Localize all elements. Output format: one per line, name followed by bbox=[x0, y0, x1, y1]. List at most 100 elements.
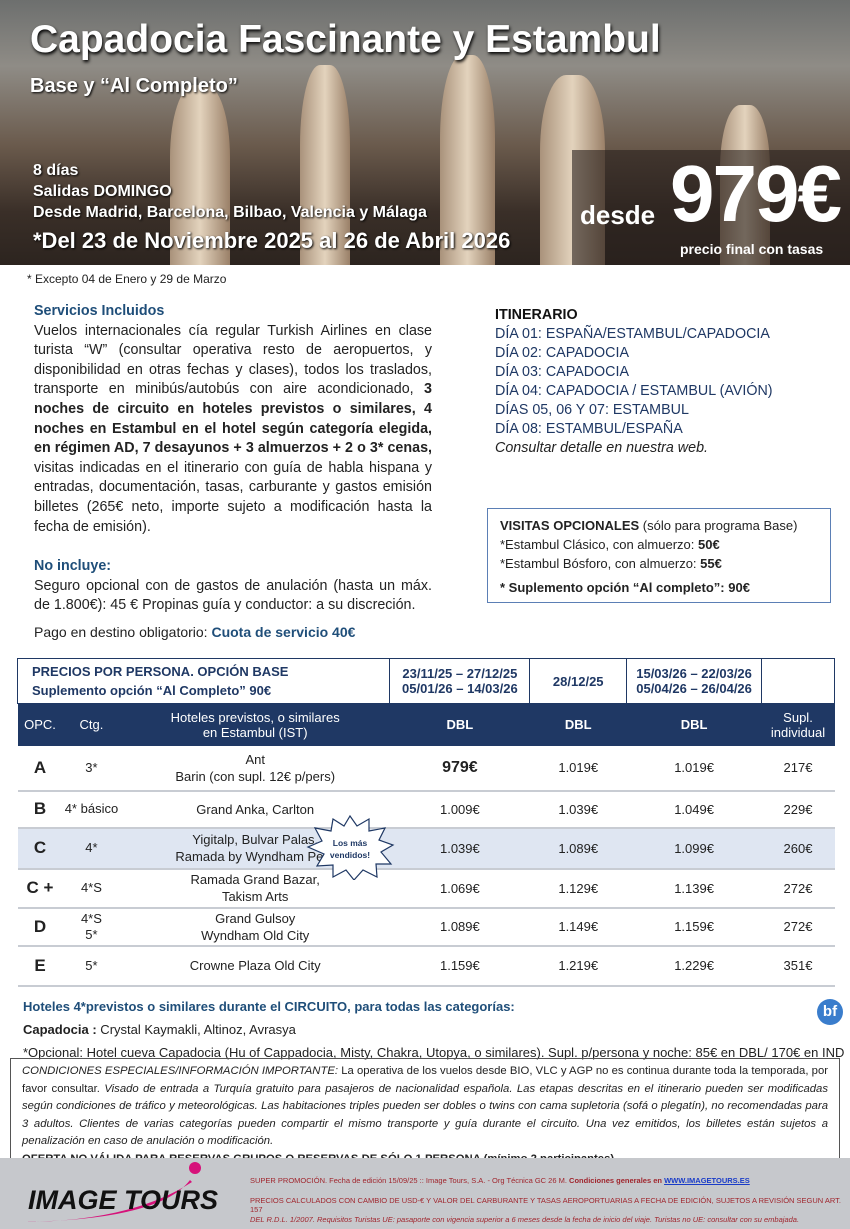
departures: Salidas DOMINGO bbox=[33, 183, 172, 200]
hotel-line: Barin (con supl. 12€ p/pers) bbox=[175, 768, 336, 784]
table-title: PRECIOS POR PERSONA. OPCIÓN BASE Suplemen… bbox=[16, 658, 391, 704]
price-period-2: 1.219€ bbox=[529, 945, 627, 987]
hotels: Ramada Grand Bazar, Takism Arts bbox=[120, 868, 390, 909]
period-line: 15/03/26 – 22/03/26 bbox=[636, 666, 752, 681]
period-2: 28/12/25 bbox=[529, 658, 628, 704]
col-opc: OPC. bbox=[17, 703, 63, 746]
table-row: D 4*S 5* Grand Gulsoy Wyndham Old City 1.… bbox=[17, 907, 835, 947]
period-3: 15/03/26 – 22/03/26 05/04/26 – 26/04/26 bbox=[626, 658, 762, 704]
badge-text: vendidos! bbox=[330, 850, 370, 860]
price-period-1: 1.009€ bbox=[389, 790, 530, 829]
hotels: Crowne Plaza Old City bbox=[120, 945, 390, 987]
website-link[interactable]: WWW.IMAGETOURS.ES bbox=[664, 1176, 750, 1185]
category: 4* básico bbox=[62, 790, 121, 829]
single-supplement: 217€ bbox=[761, 745, 835, 792]
period-line: 23/11/25 – 27/12/25 bbox=[402, 666, 518, 681]
category: 3* bbox=[62, 745, 121, 792]
conditions-label: CONDICIONES ESPECIALES/INFORMACIÓN IMPOR… bbox=[22, 1065, 339, 1077]
visit-1-price: 50€ bbox=[697, 537, 720, 552]
cappadocia-hotels: Crystal Kaymakli, Altinoz, Avrasya bbox=[96, 1022, 296, 1037]
table-title-1: PRECIOS POR PERSONA. OPCIÓN BASE bbox=[32, 664, 289, 679]
category: 5* bbox=[62, 945, 121, 987]
bf-logo: bf bbox=[817, 999, 843, 1025]
hotel-line: Wyndham Old City bbox=[201, 927, 310, 943]
option-code: B bbox=[17, 790, 63, 829]
footer bbox=[0, 1158, 850, 1229]
visit-1: *Estambul Clásico, con almuerzo: bbox=[500, 537, 698, 552]
services-text: Vuelos internacionales cía regular Turki… bbox=[34, 322, 432, 538]
services-title: Servicios Incluidos bbox=[34, 303, 165, 319]
price-period-3: 1.159€ bbox=[626, 907, 762, 947]
conditions-text: La operativa de los vuelos desde BIO, VL… bbox=[22, 1065, 828, 1095]
price-period-1: 1.039€ bbox=[389, 827, 530, 870]
image-tours-logo: IMAGE TOURS bbox=[28, 1185, 219, 1215]
option-code: D bbox=[17, 907, 63, 947]
table-row: E 5* Crowne Plaza Old City 1.159€ 1.219€… bbox=[17, 945, 835, 987]
bestseller-badge: Los más vendidos! bbox=[306, 814, 395, 880]
price-period-1: 1.069€ bbox=[389, 868, 530, 909]
services-text-2: visitas indicadas en el itinerario con g… bbox=[34, 459, 432, 535]
itinerary-day: DÍA 04: CAPADOCIA / ESTAMBUL (AVIÓN) bbox=[495, 383, 773, 399]
hotel-line: Yigitalp, Bulvar Palas, bbox=[192, 832, 319, 847]
col-ctg: Ctg. bbox=[62, 703, 121, 746]
table-header-row: OPC. Ctg. Hoteles previstos, o similares… bbox=[17, 703, 835, 746]
period-line: 05/04/26 – 26/04/26 bbox=[636, 681, 752, 696]
single-supplement: 229€ bbox=[761, 790, 835, 829]
itinerary-day: DÍA 01: ESPAÑA/ESTAMBUL/CAPADOCIA bbox=[495, 326, 770, 342]
hotels: Grand Anka, Carlton bbox=[120, 790, 390, 829]
service-fee: Cuota de servicio 40€ bbox=[211, 624, 356, 640]
footer-conditions: Condiciones generales en bbox=[569, 1176, 665, 1185]
itinerary-day: DÍA 02: CAPADOCIA bbox=[495, 345, 630, 361]
option-code: A bbox=[17, 745, 63, 792]
itinerary-day: DÍAS 05, 06 Y 07: ESTAMBUL bbox=[495, 402, 689, 418]
conditions-box: CONDICIONES ESPECIALES/INFORMACIÓN IMPOR… bbox=[10, 1058, 840, 1165]
services-text-1: Vuelos internacionales cía regular Turki… bbox=[34, 322, 432, 398]
category: 4*S 5* bbox=[62, 907, 121, 947]
table-row: C + 4*S Ramada Grand Bazar, Takism Arts 1… bbox=[17, 868, 835, 909]
footer-edition: SUPER PROMOCIÓN. Fecha de edición 15/09/… bbox=[250, 1176, 570, 1185]
col-supl-1: Supl. bbox=[783, 709, 813, 725]
exception-note: * Excepto 04 de Enero y 29 de Marzo bbox=[27, 272, 227, 286]
not-included-text: Seguro opcional con de gastos de anulaci… bbox=[34, 577, 432, 614]
origins: Desde Madrid, Barcelona, Bilbao, Valenci… bbox=[33, 204, 427, 221]
optional-cave-hotel: *Opcional: Hotel cueva Capadocia (Hu of … bbox=[23, 1045, 845, 1060]
col-hotels: Hoteles previstos, o similares en Estambu… bbox=[120, 703, 390, 746]
hotel-line: Takism Arts bbox=[221, 889, 289, 904]
price-period-1: 1.089€ bbox=[389, 907, 530, 947]
payment-label: Pago en destino obligatorio: bbox=[34, 624, 212, 640]
footer-line-3: DEL R.D.L. 1/2007. Requisitos Turistas U… bbox=[250, 1215, 800, 1224]
badge-text: Los más bbox=[333, 838, 368, 848]
duration: 8 días bbox=[33, 162, 79, 179]
itinerary-title: ITINERARIO bbox=[495, 307, 578, 323]
hotel-line: Ramada Grand Bazar, bbox=[190, 872, 320, 887]
itinerary: ITINERARIO DÍA 01: ESPAÑA/ESTAMBUL/CAPAD… bbox=[495, 306, 773, 458]
hotel-line: Ant bbox=[245, 751, 265, 767]
price-period-1: 979€ bbox=[389, 745, 530, 792]
payment-note: Pago en destino obligatorio: Cuota de se… bbox=[34, 624, 355, 640]
price-period-2: 1.149€ bbox=[529, 907, 627, 947]
option-code: C bbox=[17, 827, 63, 870]
col-dbl: DBL bbox=[529, 703, 627, 746]
col-hotels-1: Hoteles previstos, o similares bbox=[170, 709, 340, 725]
services-bold: 3 noches de circuito en hoteles previsto… bbox=[34, 381, 432, 457]
price-period-2: 1.089€ bbox=[529, 827, 627, 870]
services-section: Servicios Incluidos Vuelos internacional… bbox=[34, 302, 432, 616]
price-period-3: 1.019€ bbox=[626, 745, 762, 792]
table-title-2: Suplemento opción “Al Completo” 90€ bbox=[32, 683, 272, 698]
visit-2: *Estambul Bósforo, con almuerzo: bbox=[500, 556, 701, 571]
not-included-title: No incluye: bbox=[34, 558, 112, 575]
hotels: Ant Barin (con supl. 12€ p/pers) bbox=[120, 745, 390, 792]
single-supplement: 351€ bbox=[761, 945, 835, 987]
travel-dates: *Del 23 de Noviembre 2025 al 26 de Abril… bbox=[33, 228, 511, 253]
itinerary-day: DÍA 08: ESTAMBUL/ESPAÑA bbox=[495, 421, 683, 437]
price-period-3: 1.229€ bbox=[626, 945, 762, 987]
price-box bbox=[572, 150, 850, 265]
col-dbl: DBL bbox=[626, 703, 762, 746]
logo-swoosh-icon bbox=[20, 1162, 201, 1222]
price-period-2: 1.019€ bbox=[529, 745, 627, 792]
starburst-icon bbox=[306, 814, 395, 880]
visit-2-price: 55€ bbox=[700, 556, 722, 571]
cappadocia-label: Capadocia : bbox=[23, 1022, 97, 1037]
price: 979€ bbox=[670, 149, 842, 238]
table-row: A 3* Ant Barin (con supl. 12€ p/pers) 979… bbox=[17, 745, 835, 792]
